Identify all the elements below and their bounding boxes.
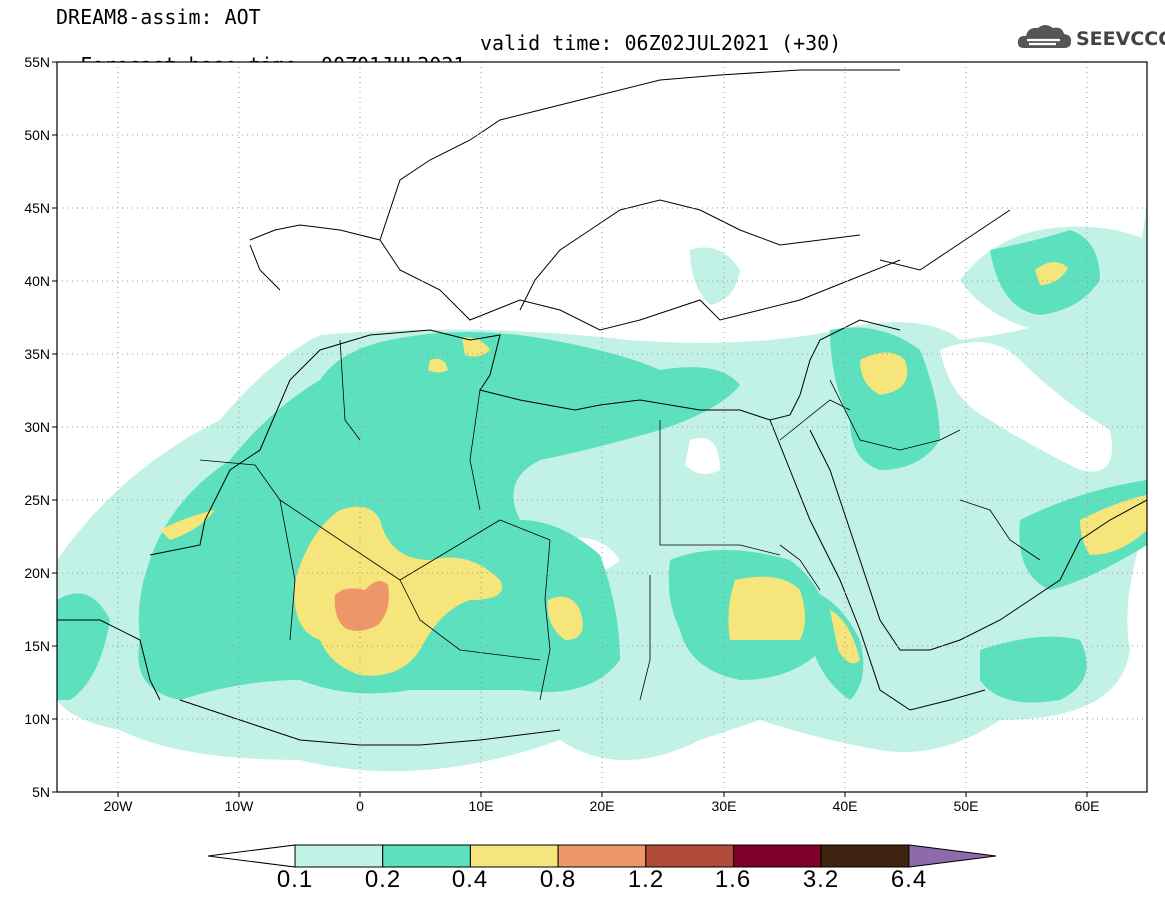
logo-text: SEEVCCC bbox=[1076, 28, 1165, 50]
colorbar-label: 0.4 bbox=[451, 866, 489, 893]
lat-label: 55N bbox=[24, 54, 50, 70]
colorbar-label: 0.8 bbox=[539, 866, 577, 893]
lon-label: 0 bbox=[356, 798, 364, 814]
lat-label: 5N bbox=[32, 784, 50, 800]
lon-label: 10W bbox=[224, 798, 254, 814]
colorbar-label: 0.1 bbox=[276, 866, 314, 893]
aot-level-0.4 bbox=[160, 261, 1147, 676]
lon-label: 10E bbox=[468, 798, 494, 814]
lon-label: 20E bbox=[589, 798, 615, 814]
country-borders bbox=[199, 339, 1041, 701]
colorbar-label: 1.6 bbox=[714, 866, 752, 893]
lat-label: 35N bbox=[24, 346, 50, 362]
lon-label: 60E bbox=[1074, 798, 1100, 814]
cloud-icon bbox=[1017, 25, 1072, 48]
lat-label: 45N bbox=[24, 200, 50, 216]
lon-label: 30E bbox=[711, 798, 737, 814]
lat-label: 10N bbox=[24, 711, 50, 727]
gridlines bbox=[57, 62, 1147, 792]
lat-label: 40N bbox=[24, 273, 50, 289]
valid-time-label: valid time: 06Z02JUL2021 (+30) bbox=[480, 31, 842, 55]
axis-ticks bbox=[52, 61, 1088, 797]
colorbar-label: 1.2 bbox=[627, 866, 665, 893]
lat-label: 30N bbox=[24, 419, 50, 435]
chart-title: DREAM8-assim: AOT bbox=[56, 5, 261, 29]
aot-level-0.8 bbox=[334, 581, 389, 631]
seevccc-logo: SEEVCCC bbox=[1016, 22, 1165, 56]
coastlines bbox=[57, 69, 1147, 746]
colorbar-label: 6.4 bbox=[890, 866, 928, 893]
lat-label: 20N bbox=[24, 565, 50, 581]
colorbar-label: 0.2 bbox=[364, 866, 402, 893]
colorbar-label: 3.2 bbox=[802, 866, 840, 893]
lat-label: 50N bbox=[24, 127, 50, 143]
lat-label: 15N bbox=[24, 638, 50, 654]
lon-label: 20W bbox=[103, 798, 133, 814]
lon-label: 40E bbox=[832, 798, 858, 814]
lon-label: 50E bbox=[953, 798, 979, 814]
lat-label: 25N bbox=[24, 492, 50, 508]
